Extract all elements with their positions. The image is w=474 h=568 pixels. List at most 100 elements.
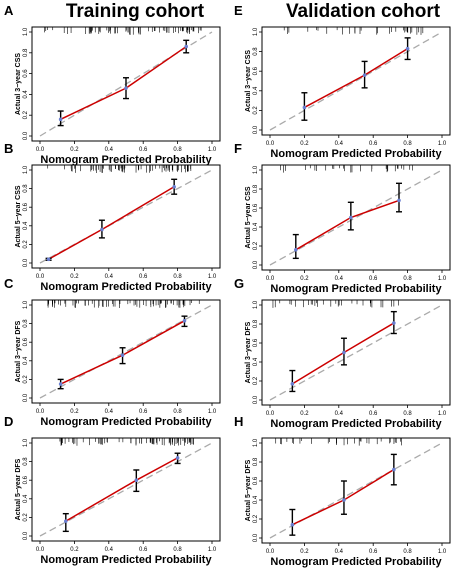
rug-marks-g	[272, 300, 399, 308]
x-tick-label-d: 0.6	[139, 547, 148, 553]
panel-c: C0.0 0.2 0.4 0.6 0.8 1.00.00.20.40.60.81.0Nom…	[4, 276, 221, 428]
panel-a: A0.0 0.2 0.4 0.6 0.8 1.00.00.20.40.60.81.0Nom…	[4, 3, 221, 166]
panel-f: F0.0 0.2 0.4 0.6 0.8 1.00.00.20.40.60.81.0Nom…	[234, 141, 451, 295]
calibration-line-e	[304, 48, 408, 109]
data-point-e	[405, 46, 410, 51]
x-tick-label-f: 0.8	[403, 276, 412, 282]
calibration-line-a	[60, 45, 187, 121]
data-point-a	[58, 117, 63, 122]
y-tick-label-f: 0.0	[253, 260, 259, 269]
y-tick-label-f: 0.2	[253, 241, 259, 250]
y-tick-label-b: 0.2	[23, 240, 29, 249]
data-point-a	[184, 44, 188, 49]
panel-letter-b: B	[4, 141, 13, 156]
plot-frame-e	[261, 26, 451, 136]
x-tick-label-a: 0.8	[173, 147, 182, 153]
x-tick-label-d: 0.4	[105, 547, 114, 553]
x-tick-label-c: 1.0	[208, 409, 217, 415]
plot-frame-d	[31, 437, 221, 542]
y-tick-label-b: 0.6	[23, 202, 29, 211]
y-tick-label-h: 0.0	[253, 533, 259, 542]
y-tick-label-c: 1.0	[23, 300, 29, 309]
y-tick-label-f: 0.4	[253, 222, 259, 231]
panel-letter-h: H	[234, 414, 243, 429]
data-point-a	[124, 86, 128, 90]
y-tick-label-h: 1.0	[253, 438, 259, 447]
x-tick-label-f: 0.6	[369, 276, 378, 282]
panel-letter-a: A	[4, 3, 14, 18]
data-point-b	[100, 227, 104, 232]
x-axis-label-g: Nomogram Predicted Probability	[270, 418, 442, 430]
y-tick-label-c: 0.6	[23, 337, 29, 346]
y-tick-label-e: 0.4	[253, 86, 259, 95]
y-tick-label-g: 1.0	[253, 300, 259, 309]
x-axis-label-e: Nomogram Predicted Probability	[270, 148, 442, 160]
x-tick-label-c: 0.8	[173, 409, 182, 415]
y-tick-label-b: 0.0	[23, 258, 29, 267]
rug-marks-h	[275, 438, 402, 446]
y-tick-label-d: 0.2	[23, 513, 29, 522]
x-axis-label-d: Nomogram Predicted Probability	[40, 554, 212, 566]
x-tick-label-b: 1.0	[208, 274, 217, 280]
plot-frame-h	[261, 437, 451, 544]
x-tick-label-a: 0.2	[70, 147, 79, 153]
x-tick-label-c: 0.2	[70, 409, 79, 415]
y-axis-label-f: Actual 5−year CSS	[245, 186, 252, 248]
y-tick-label-d: 0.0	[23, 531, 29, 540]
x-axis-label-c: Nomogram Predicted Probability	[40, 416, 212, 428]
x-tick-label-d: 0.0	[36, 547, 45, 553]
y-tick-label-a: 0.8	[23, 48, 29, 57]
data-point-f	[294, 248, 298, 252]
y-tick-label-e: 0.0	[253, 125, 259, 134]
x-tick-label-g: 0.4	[335, 411, 344, 417]
panel-letter-e: E	[234, 3, 243, 18]
panel-e: E0.0 0.2 0.4 0.6 0.8 1.00.00.20.40.60.81.0Nom…	[234, 3, 451, 160]
x-tick-label-g: 0.6	[369, 411, 378, 417]
calibration-line-d	[65, 457, 178, 522]
x-axis-label-a: Nomogram Predicted Probability	[40, 154, 212, 166]
x-tick-label-f: 0.0	[266, 276, 275, 282]
data-point-g	[290, 382, 295, 386]
training-cohort-title: Training cohort	[65, 1, 205, 22]
x-tick-label-a: 0.4	[105, 147, 114, 153]
data-point-c	[58, 382, 63, 386]
x-tick-label-b: 0.2	[70, 274, 79, 280]
y-tick-label-a: 0.2	[23, 110, 29, 119]
x-tick-label-f: 0.2	[300, 276, 309, 282]
data-point-d	[64, 519, 68, 523]
panel-letter-c: C	[4, 276, 14, 291]
panel-letter-d: D	[4, 414, 13, 429]
y-tick-label-b: 0.4	[23, 221, 29, 230]
x-tick-label-e: 0.6	[369, 141, 378, 147]
y-tick-label-c: 0.4	[23, 356, 29, 365]
plot-frame-b	[31, 164, 221, 269]
panel-letter-g: G	[234, 276, 244, 291]
x-tick-label-e: 0.2	[300, 141, 309, 147]
validation-cohort-title: Validation cohort	[285, 1, 441, 22]
data-point-f	[349, 215, 353, 220]
rug-marks-d	[59, 438, 194, 446]
y-tick-label-g: 0.0	[253, 395, 259, 404]
ideal-line-c	[39, 304, 213, 399]
y-axis-label-d: Actual 5−year DFS	[15, 458, 22, 520]
y-tick-label-b: 1.0	[23, 165, 29, 174]
x-tick-label-g: 0.2	[300, 411, 309, 417]
y-tick-label-a: 0.4	[23, 90, 29, 99]
x-tick-label-g: 0.8	[403, 411, 412, 417]
y-tick-label-h: 0.4	[253, 495, 259, 504]
data-point-g	[342, 350, 346, 355]
y-tick-label-e: 0.2	[253, 106, 259, 115]
y-tick-label-d: 0.8	[23, 457, 29, 466]
x-tick-label-b: 0.4	[105, 274, 114, 280]
x-tick-label-f: 0.4	[335, 276, 344, 282]
y-axis-label-c: Actual 3−year DFS	[15, 320, 22, 382]
y-axis-label-e: Actual 3−year CSS	[245, 50, 252, 112]
x-tick-label-h: 1.0	[438, 549, 447, 555]
y-tick-label-h: 0.8	[253, 457, 259, 466]
y-tick-label-e: 1.0	[253, 27, 259, 36]
x-tick-label-e: 0.8	[403, 141, 412, 147]
y-tick-label-d: 0.6	[23, 475, 29, 484]
y-tick-label-d: 1.0	[23, 438, 29, 447]
calibration-line-b	[48, 186, 175, 260]
